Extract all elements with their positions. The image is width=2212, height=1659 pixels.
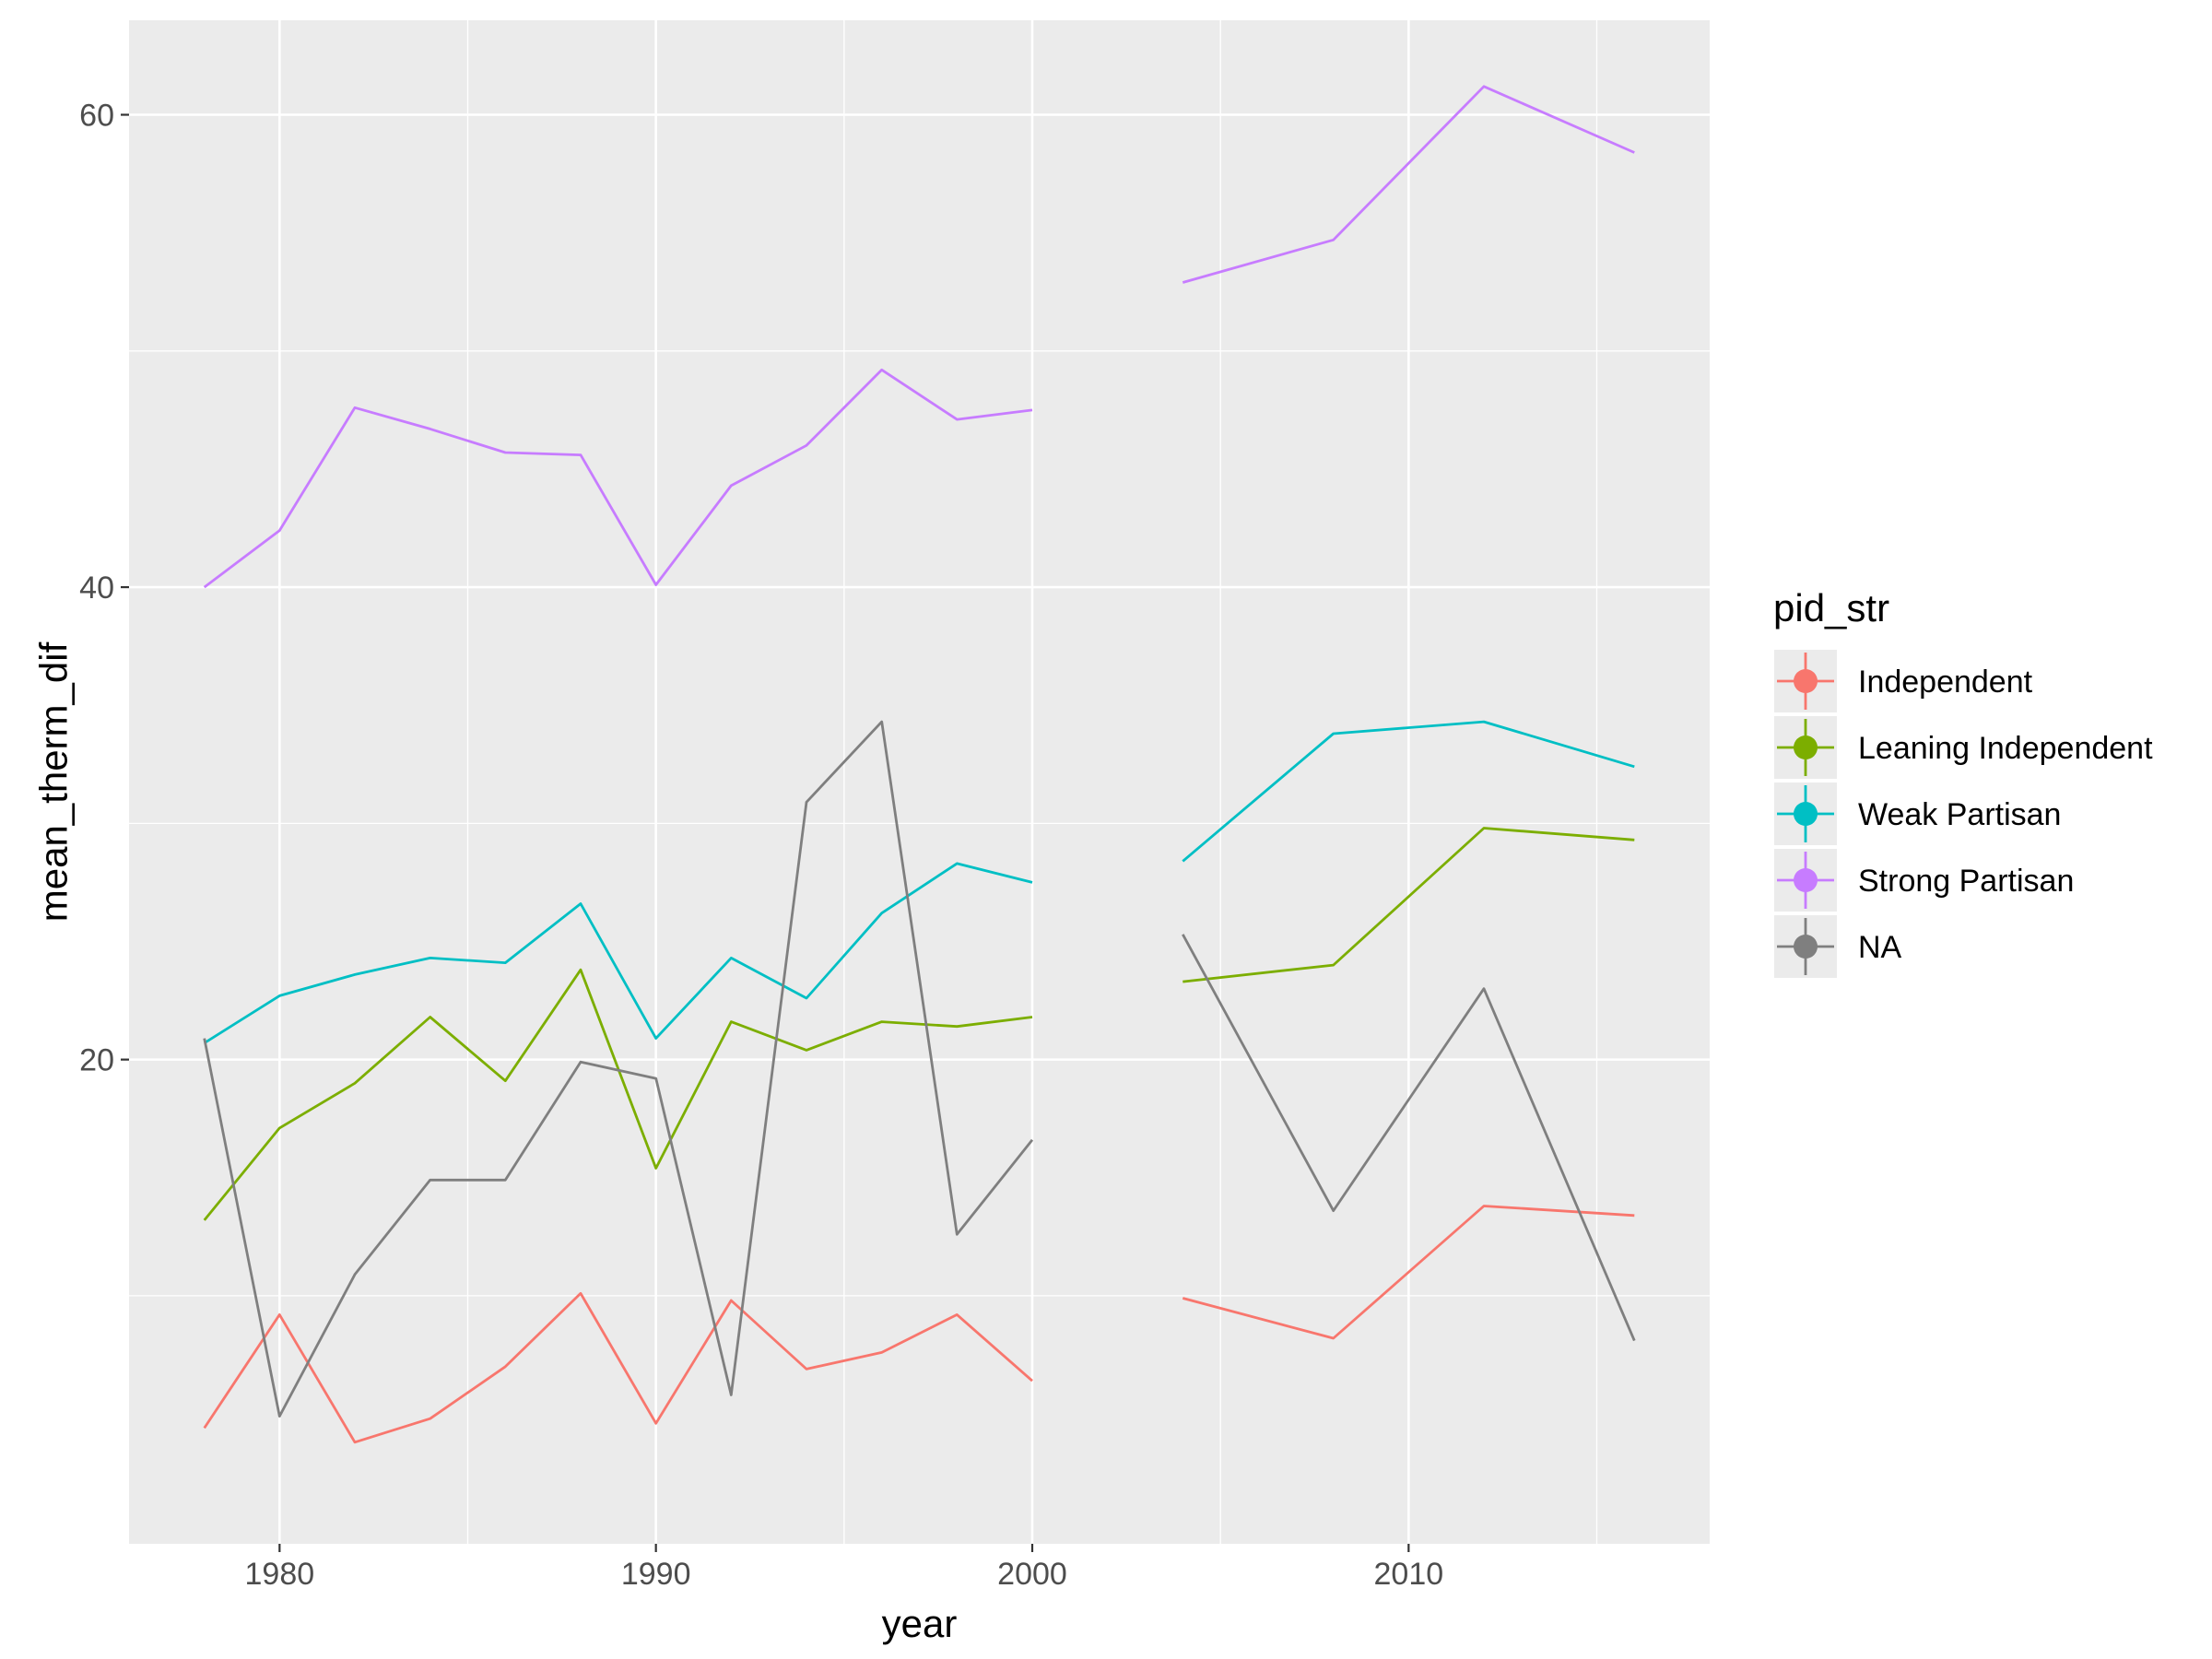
- series-lines: [203, 85, 1636, 1444]
- legend-entry-label: Independent: [1858, 665, 2033, 700]
- legend-key-point: [1794, 669, 1818, 693]
- x-tick-label: 1980: [245, 1557, 315, 1592]
- plot-panel: [129, 20, 1710, 1544]
- y-axis: 20 40 60: [79, 99, 129, 1078]
- x-tick-label: 2000: [997, 1557, 1067, 1592]
- legend-entry-label: NA: [1858, 930, 1902, 965]
- legend-entry-label: Weak Partisan: [1858, 797, 2061, 832]
- legend-key-point: [1794, 735, 1818, 759]
- legend-entry-label: Strong Partisan: [1858, 864, 2074, 899]
- y-tick-label: 20: [79, 1043, 114, 1078]
- major-gridlines: [129, 20, 1710, 1544]
- y-tick-label: 60: [79, 99, 114, 134]
- legend-key-point: [1794, 935, 1818, 959]
- x-axis: 1980 1990 2000 2010: [245, 1544, 1444, 1592]
- legend-key-point: [1794, 802, 1818, 826]
- legend-title: pid_str: [1773, 586, 1889, 629]
- x-axis-title: year: [882, 1602, 958, 1645]
- minor-gridlines: [129, 20, 1710, 1544]
- legend: pid_str Independent Leaning Independent We…: [1772, 586, 2153, 980]
- y-axis-title: mean_therm_dif: [32, 641, 76, 922]
- y-tick-label: 40: [79, 571, 114, 606]
- x-tick-label: 1990: [621, 1557, 691, 1592]
- series-line-independent: [203, 1205, 1635, 1444]
- x-tick-label: 2010: [1374, 1557, 1444, 1592]
- series-line-weak-partisan: [203, 720, 1635, 1044]
- series-line-na: [203, 720, 1636, 1418]
- legend-key-point: [1794, 868, 1818, 892]
- series-line-strong-partisan: [203, 85, 1635, 589]
- legend-entry-label: Leaning Independent: [1858, 731, 2153, 766]
